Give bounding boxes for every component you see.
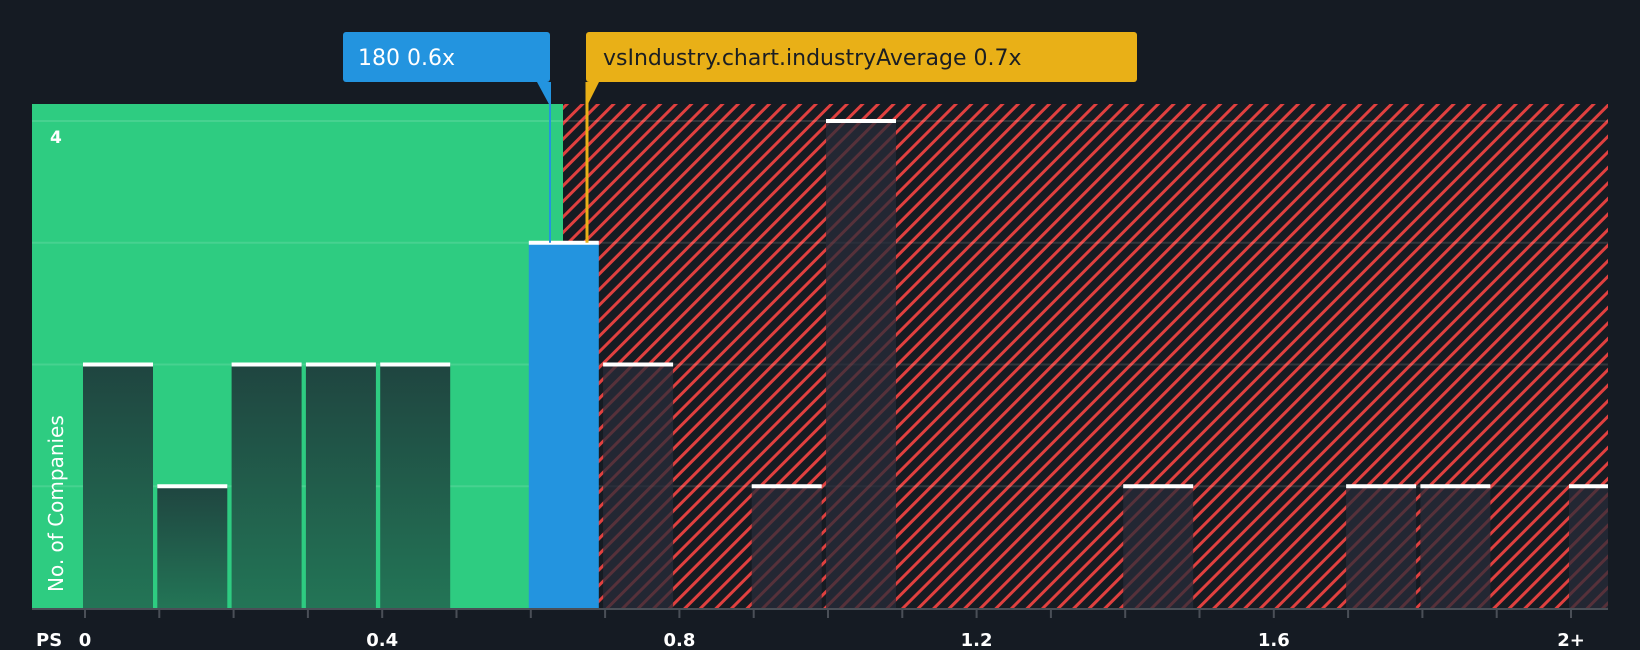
x-tick-label: 1.2 [961, 630, 993, 650]
histogram-bar [83, 364, 153, 608]
histogram-bar [231, 364, 302, 608]
x-axis: 0 0.4 0.8 1.2 1.6 2+ [32, 608, 1608, 650]
bar-top-marker [1569, 484, 1608, 489]
x-tick-label: 0 [79, 630, 92, 650]
histogram-bar [305, 364, 376, 608]
histogram-bar [157, 486, 228, 608]
histogram-bar [603, 364, 674, 608]
histogram-bar [1123, 486, 1194, 608]
y-axis-label: No. of Companies [44, 415, 68, 592]
x-tick-label: 0.4 [366, 630, 398, 650]
industry-average-callout-pointer [587, 82, 599, 106]
bar-top-marker [826, 119, 896, 123]
x-tick-label: 2+ [1557, 630, 1585, 650]
y-tick-label-4: 4 [50, 128, 62, 148]
histogram-bar [751, 486, 822, 608]
bar-top-marker [1420, 484, 1491, 489]
bar-top-marker [528, 240, 599, 245]
company-callout-box [343, 32, 550, 82]
company-callout-label: 180 0.6x [358, 46, 455, 71]
bar-top-marker [231, 362, 302, 367]
bar-top-marker [83, 362, 153, 367]
x-axis-label: PS [36, 630, 62, 650]
bar-top-marker [157, 484, 228, 489]
bar-top-marker [305, 362, 376, 367]
histogram-bar [826, 121, 896, 608]
x-tick-label: 0.8 [663, 630, 695, 650]
markers: 180 0.6x vsIndustry.chart.industryAverage… [343, 32, 1137, 243]
histogram-bar [380, 364, 451, 608]
company-callout-pointer [537, 82, 550, 106]
histogram-bar [1420, 486, 1491, 608]
bar-top-marker [751, 484, 822, 489]
histogram-bar [1346, 486, 1417, 608]
bar-top-marker [1123, 484, 1194, 489]
histogram-bar [528, 242, 599, 608]
industry-average-callout-label: vsIndustry.chart.industryAverage 0.7x [603, 46, 1021, 71]
bar-top-marker [603, 362, 674, 367]
bar-top-marker [380, 362, 451, 367]
industry-average-callout-box [586, 32, 1137, 82]
x-tick-label: 1.6 [1258, 630, 1290, 650]
bar-top-marker [1346, 484, 1417, 489]
bars [83, 119, 1608, 608]
histogram-bar [1569, 486, 1608, 608]
